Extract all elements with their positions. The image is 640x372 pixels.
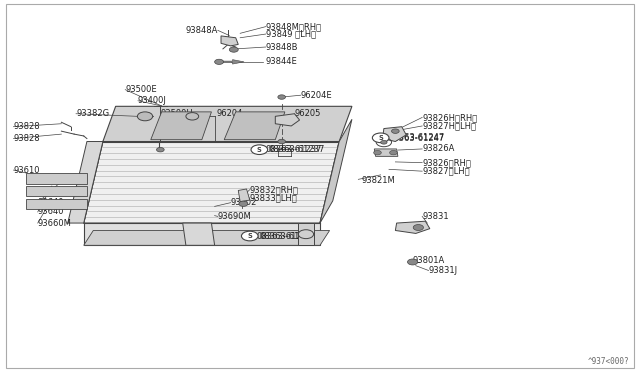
Polygon shape (298, 223, 314, 245)
Polygon shape (383, 127, 406, 141)
Circle shape (229, 47, 238, 52)
Circle shape (392, 129, 399, 134)
Circle shape (408, 259, 418, 265)
Text: 93382G: 93382G (76, 109, 109, 118)
Circle shape (278, 139, 285, 144)
Circle shape (214, 59, 223, 64)
Polygon shape (238, 189, 250, 202)
Polygon shape (84, 231, 330, 245)
Text: 08363-61237: 08363-61237 (269, 145, 325, 154)
Text: 93660M: 93660M (38, 219, 72, 228)
Polygon shape (26, 173, 87, 184)
Circle shape (138, 112, 153, 121)
Text: 08363-61247: 08363-61247 (388, 134, 445, 143)
FancyArrow shape (221, 60, 244, 64)
Text: 93828: 93828 (13, 122, 40, 131)
Text: S: S (257, 147, 262, 153)
Circle shape (278, 95, 285, 99)
Text: 93827〈LH〉: 93827〈LH〉 (422, 167, 470, 176)
Polygon shape (224, 112, 285, 140)
Polygon shape (396, 221, 430, 234)
Polygon shape (275, 114, 300, 126)
Text: 93832〈RH〉: 93832〈RH〉 (250, 185, 299, 194)
Text: S: S (248, 233, 252, 239)
Text: 93610: 93610 (13, 166, 40, 174)
Circle shape (251, 145, 268, 154)
Text: 93640: 93640 (38, 208, 64, 217)
Text: 96204E: 96204E (301, 91, 332, 100)
Polygon shape (84, 223, 320, 245)
Text: 93828: 93828 (13, 134, 40, 143)
Text: 93400J: 93400J (138, 96, 167, 105)
Text: 96205: 96205 (294, 109, 321, 118)
Text: 08363-61237: 08363-61237 (266, 145, 322, 154)
Circle shape (157, 147, 164, 152)
Text: 93690M: 93690M (218, 212, 252, 221)
Text: 93848B: 93848B (266, 42, 298, 51)
Text: 93848M〈RH〉: 93848M〈RH〉 (266, 22, 322, 31)
Text: 96204: 96204 (217, 109, 243, 118)
Text: 08363-61247: 08363-61247 (388, 133, 445, 142)
Text: 93500E: 93500E (125, 85, 157, 94)
Polygon shape (151, 112, 211, 140)
Text: 93848A: 93848A (186, 26, 218, 35)
Text: 93833〈LH〉: 93833〈LH〉 (250, 193, 298, 202)
Text: 93826H〈RH〉: 93826H〈RH〉 (422, 113, 477, 122)
Circle shape (241, 231, 258, 241)
Text: 93844E: 93844E (266, 57, 298, 66)
Text: 93502: 93502 (230, 198, 257, 207)
Text: S: S (378, 135, 383, 141)
Text: 93826A: 93826A (422, 144, 454, 153)
Polygon shape (84, 141, 339, 223)
Text: 93827H〈LH〉: 93827H〈LH〉 (422, 122, 476, 131)
Text: 08363-61238: 08363-61238 (256, 231, 312, 241)
Polygon shape (182, 223, 214, 245)
Text: 93640: 93640 (38, 198, 64, 207)
Polygon shape (26, 186, 87, 196)
Polygon shape (68, 141, 103, 223)
Polygon shape (320, 119, 352, 223)
Text: 08363-61238: 08363-61238 (259, 231, 316, 241)
Text: 93801A: 93801A (413, 256, 445, 265)
Text: 93500H: 93500H (161, 109, 193, 118)
Polygon shape (221, 36, 238, 46)
Circle shape (372, 133, 389, 142)
Polygon shape (374, 149, 398, 156)
Polygon shape (103, 106, 352, 141)
Circle shape (374, 150, 381, 155)
Text: 93821M: 93821M (362, 176, 396, 185)
Text: 93826〈RH〉: 93826〈RH〉 (422, 158, 471, 167)
Circle shape (239, 201, 248, 206)
Text: 93849 〈LH〉: 93849 〈LH〉 (266, 29, 316, 39)
Text: 93831J: 93831J (429, 266, 458, 275)
Circle shape (390, 150, 397, 155)
Circle shape (381, 140, 387, 144)
Text: 93831: 93831 (422, 212, 449, 221)
Circle shape (413, 225, 424, 231)
Polygon shape (26, 199, 87, 209)
Text: ^937<000?: ^937<000? (588, 357, 630, 366)
